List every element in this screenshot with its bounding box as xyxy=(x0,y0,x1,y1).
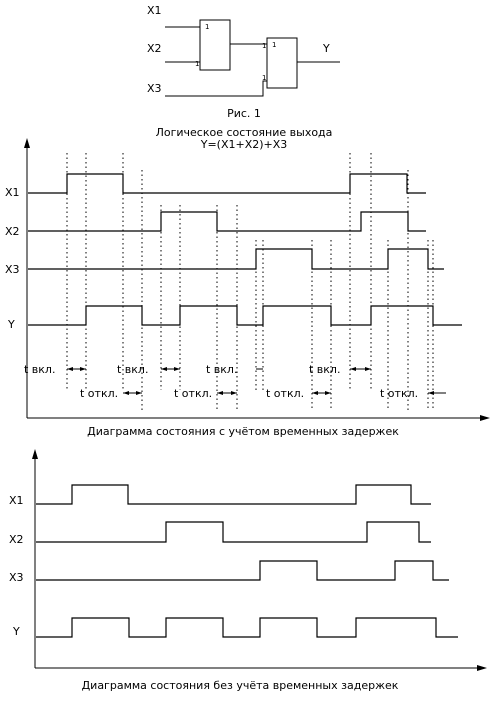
d1-waveform-x2 xyxy=(28,211,426,232)
d2-waveform-x3 xyxy=(36,560,449,581)
output-label-y: Y xyxy=(322,42,330,55)
d1-signal-label-x3: X3 xyxy=(5,263,20,276)
d1-on-delay-label-2: t вкл. xyxy=(117,363,148,376)
input-label-x3: X3 xyxy=(147,82,162,95)
d2-caption: Диаграмма состояния без учёта временных … xyxy=(82,679,399,692)
logic-circuit: X1 X2 X3 1 1 1 1 1 Y Рис. 1 Логическое с… xyxy=(147,4,340,151)
svg-text:1: 1 xyxy=(262,42,266,50)
d1-signal-label-x1: X1 xyxy=(5,186,20,199)
d1-off-delay-marks xyxy=(123,391,446,395)
svg-text:1: 1 xyxy=(262,74,266,82)
diagram-without-delays: X1 X2 X3 Y Диаграмма состояния без учёта… xyxy=(9,449,487,692)
d1-y-axis-arrow xyxy=(24,138,30,148)
d2-signal-label-x2: X2 xyxy=(9,533,24,546)
d1-signal-label-x2: X2 xyxy=(5,225,20,238)
d1-off-delay-label-1: t откл. xyxy=(80,387,118,400)
or-gate-1 xyxy=(199,19,231,71)
d1-caption: Диаграмма состояния с учётом временных з… xyxy=(87,425,399,438)
input-label-x2: X2 xyxy=(147,42,162,55)
d1-waveform-x1 xyxy=(28,173,426,194)
d1-waveform-y xyxy=(28,305,462,326)
or-gate-2 xyxy=(266,37,298,89)
d1-on-delay-label-3: t вкл. xyxy=(206,363,237,376)
d2-waveform-y xyxy=(36,617,458,638)
d1-on-delay-label-1: t вкл. xyxy=(24,363,55,376)
d1-off-delay-label-2: t откл. xyxy=(174,387,212,400)
diagram-with-delays: X1 X2 X3 Y xyxy=(5,138,490,438)
d1-on-delay-label-4: t вкл. xyxy=(309,363,340,376)
d2-signal-label-x3: X3 xyxy=(9,571,24,584)
d1-waveform-x3 xyxy=(28,248,444,270)
svg-text:1: 1 xyxy=(195,60,199,68)
d2-waveform-x1 xyxy=(36,484,431,505)
input-label-x1: X1 xyxy=(147,4,162,17)
d2-waveform-x2 xyxy=(36,521,431,543)
d1-guides xyxy=(66,153,434,410)
d1-off-delay-label-4: t откл. xyxy=(380,387,418,400)
d1-signal-label-y: Y xyxy=(7,318,15,331)
d1-x-axis-arrow xyxy=(480,415,490,421)
or-gate-2-label: 1 xyxy=(272,41,276,49)
title-line-1: Логическое состояние выхода xyxy=(156,126,333,139)
figure-caption: Рис. 1 xyxy=(227,107,261,120)
wire-x3 xyxy=(165,80,267,97)
title-line-2: Y=(X1+X2)+X3 xyxy=(200,138,288,151)
d1-off-delay-label-3: t откл. xyxy=(266,387,304,400)
or-gate-1-label: 1 xyxy=(205,23,209,31)
d1-on-delay-marks xyxy=(67,367,371,371)
d2-signal-label-y: Y xyxy=(12,625,20,638)
d2-x-axis-arrow xyxy=(477,665,487,671)
d2-signal-label-x1: X1 xyxy=(9,494,24,507)
d2-y-axis-arrow xyxy=(32,449,38,459)
